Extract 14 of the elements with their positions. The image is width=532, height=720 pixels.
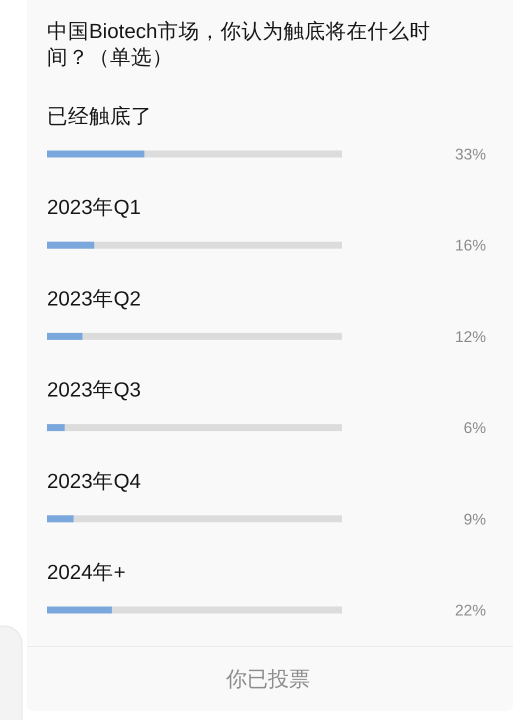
category-label: 2023年Q3 xyxy=(47,378,141,402)
title: 中国Biotech市场，你认为触底将在什么时间？（单选） xyxy=(47,20,430,69)
category-label: 已经触底了 xyxy=(47,105,152,128)
value-label: 16% xyxy=(454,238,486,255)
category-label: 2023年Q1 xyxy=(47,196,141,220)
category-label: 2024年+ xyxy=(47,561,126,584)
value-label: 22% xyxy=(454,602,486,620)
value-label: 33% xyxy=(454,146,486,164)
value-label: 9% xyxy=(464,511,486,528)
value-label: 12% xyxy=(454,328,486,346)
category-label: 2023年Q2 xyxy=(47,287,141,310)
category-label: 2023年Q4 xyxy=(47,470,141,493)
value-label: 6% xyxy=(464,420,486,438)
annotation: 你已投票 xyxy=(226,668,310,691)
